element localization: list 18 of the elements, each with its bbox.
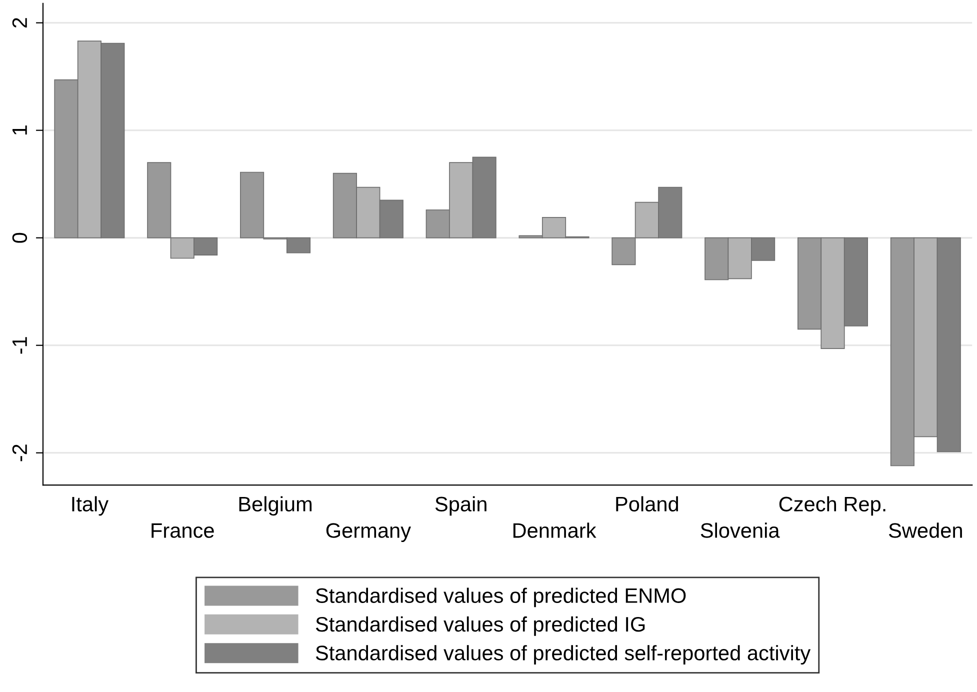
x-tick-label: Denmark	[513, 522, 596, 538]
x-tick-label: Spain	[435, 496, 486, 516]
legend-label: Standardised values of predicted IG	[316, 616, 645, 636]
y-tick-label: -2	[12, 444, 27, 462]
legend-label: Standardised values of predicted ENMO	[316, 588, 686, 608]
x-tick-label: Slovenia	[700, 522, 780, 538]
x-tick-label: France	[152, 523, 214, 538]
legend-label: Standardised values of predicted self-reported activity	[316, 645, 811, 665]
y-tick-label: 1	[12, 126, 27, 135]
y-tick-label: -1	[12, 337, 27, 354]
x-tick-label: Czech Rep.	[779, 496, 886, 516]
y-tick-label: 0	[12, 232, 28, 243]
x-tick-label: Sweden	[888, 522, 962, 538]
x-tick-label: Belgium	[239, 496, 312, 516]
x-tick-label: Italy	[72, 496, 109, 516]
x-tick-label: Poland	[616, 496, 678, 512]
x-tick-label: Germany	[326, 523, 411, 542]
y-tick-label: 2	[12, 18, 27, 28]
